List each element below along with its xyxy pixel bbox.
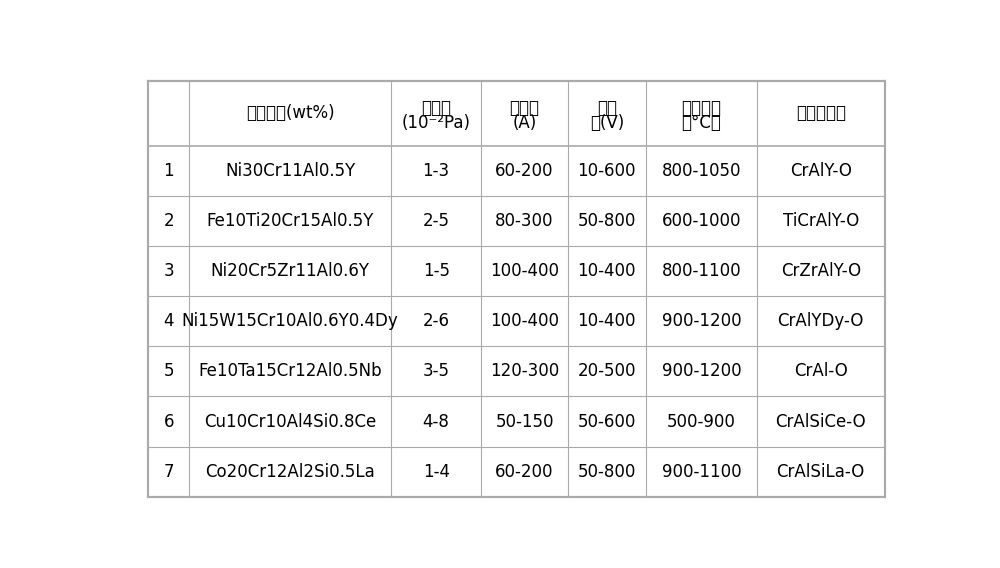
Text: 120-300: 120-300 (490, 362, 559, 381)
Text: 2-6: 2-6 (423, 312, 450, 330)
Text: Ni15W15Cr10Al0.6Y0.4Dy: Ni15W15Cr10Al0.6Y0.4Dy (182, 312, 399, 330)
Text: 负偏: 负偏 (597, 99, 617, 118)
Text: CrAlYDy-O: CrAlYDy-O (778, 312, 864, 330)
Text: Fe10Ta15Cr12Al0.5Nb: Fe10Ta15Cr12Al0.5Nb (198, 362, 382, 381)
Text: Ni30Cr11Al0.5Y: Ni30Cr11Al0.5Y (225, 162, 355, 179)
Text: 10-400: 10-400 (578, 312, 636, 330)
Text: Co20Cr12Al2Si0.5La: Co20Cr12Al2Si0.5La (205, 463, 375, 481)
Text: 5: 5 (164, 362, 174, 381)
Text: 7: 7 (164, 463, 174, 481)
Text: 10-600: 10-600 (578, 162, 636, 179)
Text: 6: 6 (164, 412, 174, 431)
Text: 900-1100: 900-1100 (662, 463, 741, 481)
Text: CrZrAlY-O: CrZrAlY-O (781, 262, 861, 280)
Text: 100-400: 100-400 (490, 262, 559, 280)
Text: 900-1200: 900-1200 (662, 362, 741, 381)
Text: CrAl-O: CrAl-O (794, 362, 848, 381)
Text: 2-5: 2-5 (423, 212, 450, 230)
Text: 2: 2 (164, 212, 174, 230)
Text: CrAlSiLa-O: CrAlSiLa-O (777, 463, 865, 481)
Text: 50-800: 50-800 (578, 463, 636, 481)
Text: 600-1000: 600-1000 (662, 212, 741, 230)
Text: 50-600: 50-600 (578, 412, 636, 431)
Text: 氧分压: 氧分压 (421, 99, 451, 118)
Text: 100-400: 100-400 (490, 312, 559, 330)
Text: 60-200: 60-200 (495, 463, 554, 481)
Text: 氧化物组成: 氧化物组成 (796, 105, 846, 123)
Text: Fe10Ti20Cr15Al0.5Y: Fe10Ti20Cr15Al0.5Y (206, 212, 374, 230)
Text: 10-400: 10-400 (578, 262, 636, 280)
Text: 50-150: 50-150 (495, 412, 554, 431)
Text: 500-900: 500-900 (667, 412, 736, 431)
Text: CrAlSiCe-O: CrAlSiCe-O (775, 412, 866, 431)
Text: 1-5: 1-5 (423, 262, 450, 280)
Text: Cu10Cr10Al4Si0.8Ce: Cu10Cr10Al4Si0.8Ce (204, 412, 376, 431)
Text: 900-1200: 900-1200 (662, 312, 741, 330)
Text: 3-5: 3-5 (423, 362, 450, 381)
Text: 靶材成分(wt%): 靶材成分(wt%) (246, 105, 334, 123)
Text: 60-200: 60-200 (495, 162, 554, 179)
Text: 50-800: 50-800 (578, 212, 636, 230)
Text: (10⁻²Pa): (10⁻²Pa) (402, 114, 471, 132)
Text: 1: 1 (164, 162, 174, 179)
Text: TiCrAlY-O: TiCrAlY-O (783, 212, 859, 230)
Text: 20-500: 20-500 (578, 362, 636, 381)
Text: 4-8: 4-8 (423, 412, 450, 431)
Text: (A): (A) (512, 114, 537, 132)
Text: （°C）: （°C） (682, 114, 721, 132)
Text: 压(V): 压(V) (590, 114, 624, 132)
Text: 退火温度: 退火温度 (681, 99, 721, 118)
Text: 1-3: 1-3 (423, 162, 450, 179)
Text: Ni20Cr5Zr11Al0.6Y: Ni20Cr5Zr11Al0.6Y (211, 262, 370, 280)
Text: 3: 3 (164, 262, 174, 280)
Text: 800-1050: 800-1050 (662, 162, 741, 179)
Text: 1-4: 1-4 (423, 463, 450, 481)
Text: 4: 4 (164, 312, 174, 330)
Text: 80-300: 80-300 (495, 212, 554, 230)
Text: CrAlY-O: CrAlY-O (790, 162, 852, 179)
Text: 靶电流: 靶电流 (510, 99, 540, 118)
Text: 800-1100: 800-1100 (662, 262, 741, 280)
